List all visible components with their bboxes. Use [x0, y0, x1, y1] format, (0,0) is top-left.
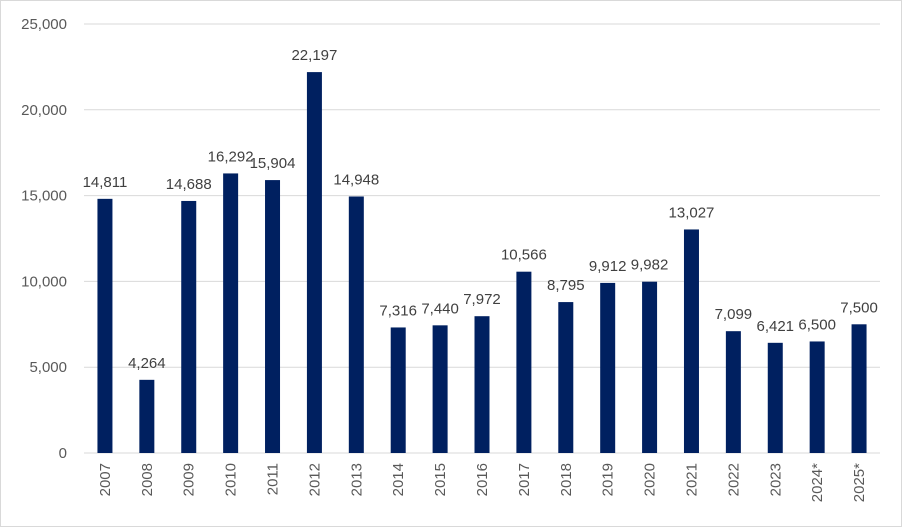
x-tick-label: 2007 — [97, 463, 114, 496]
y-tick-label: 25,000 — [21, 16, 67, 33]
x-tick-label: 2024* — [809, 463, 826, 502]
bar-2022 — [725, 331, 741, 453]
x-tick-label: 2019 — [600, 463, 617, 496]
bars — [97, 72, 867, 454]
x-tick-label: 2023 — [767, 463, 784, 496]
bar-2009 — [181, 200, 197, 453]
x-tick-label: 2012 — [306, 463, 323, 496]
data-label: 6,421 — [756, 318, 794, 335]
data-label: 13,027 — [669, 204, 715, 221]
data-label: 7,316 — [379, 302, 417, 319]
bar-2014 — [390, 327, 406, 453]
bar-2008 — [139, 379, 155, 453]
data-label: 15,904 — [250, 155, 296, 172]
bar-2018 — [558, 302, 574, 453]
x-tick-label: 2022 — [725, 463, 742, 496]
bar-2019 — [600, 282, 616, 453]
data-label: 14,948 — [333, 171, 379, 188]
bar-2007 — [97, 198, 113, 453]
x-tick-label: 2011 — [265, 463, 282, 495]
bar-2025* — [851, 324, 867, 453]
gridlines — [84, 23, 880, 454]
bar-2012 — [306, 72, 322, 453]
x-tick-label: 2025* — [851, 463, 868, 502]
data-label: 9,912 — [589, 258, 627, 275]
x-tick-label: 2008 — [139, 463, 156, 496]
y-tick-label: 0 — [59, 445, 67, 462]
data-label: 10,566 — [501, 247, 547, 264]
data-label: 9,982 — [631, 257, 669, 274]
x-tick-label: 2017 — [516, 463, 533, 496]
bar-2016 — [474, 316, 490, 453]
x-tick-label: 2021 — [683, 463, 700, 496]
bar-2015 — [432, 325, 448, 453]
data-label: 22,197 — [291, 47, 337, 64]
bar-2010 — [223, 173, 239, 454]
x-axis-ticks: 2007 2008 2009 2010 2011 2012 2013 2014 2015 2016… — [97, 463, 868, 502]
y-tick-label: 20,000 — [21, 102, 67, 119]
data-label: 7,099 — [715, 306, 753, 323]
data-label: 16,292 — [208, 148, 254, 165]
data-label: 7,500 — [840, 299, 878, 316]
y-tick-label: 15,000 — [21, 188, 67, 205]
x-tick-label: 2018 — [558, 463, 575, 496]
data-label: 7,972 — [463, 291, 501, 308]
y-tick-label: 5,000 — [29, 359, 67, 376]
x-tick-label: 2014 — [390, 463, 407, 496]
data-label: 14,688 — [166, 176, 212, 193]
x-tick-label: 2020 — [642, 463, 659, 496]
data-label: 8,795 — [547, 277, 585, 294]
bar-2017 — [516, 271, 532, 453]
y-tick-label: 10,000 — [21, 273, 67, 290]
x-tick-label: 2009 — [181, 463, 198, 496]
x-tick-label: 2016 — [474, 463, 491, 496]
bar-2023 — [767, 342, 783, 453]
y-axis-ticks: 0 5,000 10,000 15,000 20,000 25,000 — [21, 16, 67, 462]
bar-2011 — [265, 180, 281, 454]
x-tick-label: 2010 — [223, 463, 240, 496]
data-label: 6,500 — [798, 316, 836, 333]
bar-2021 — [683, 229, 699, 453]
data-label: 4,264 — [128, 355, 166, 372]
bar-2024* — [809, 341, 825, 453]
x-tick-label: 2013 — [348, 463, 365, 496]
bar-2020 — [642, 281, 658, 453]
x-tick-label: 2015 — [432, 463, 449, 496]
bar-2013 — [348, 196, 364, 454]
data-label: 7,440 — [421, 300, 459, 317]
data-label: 14,811 — [83, 174, 128, 191]
